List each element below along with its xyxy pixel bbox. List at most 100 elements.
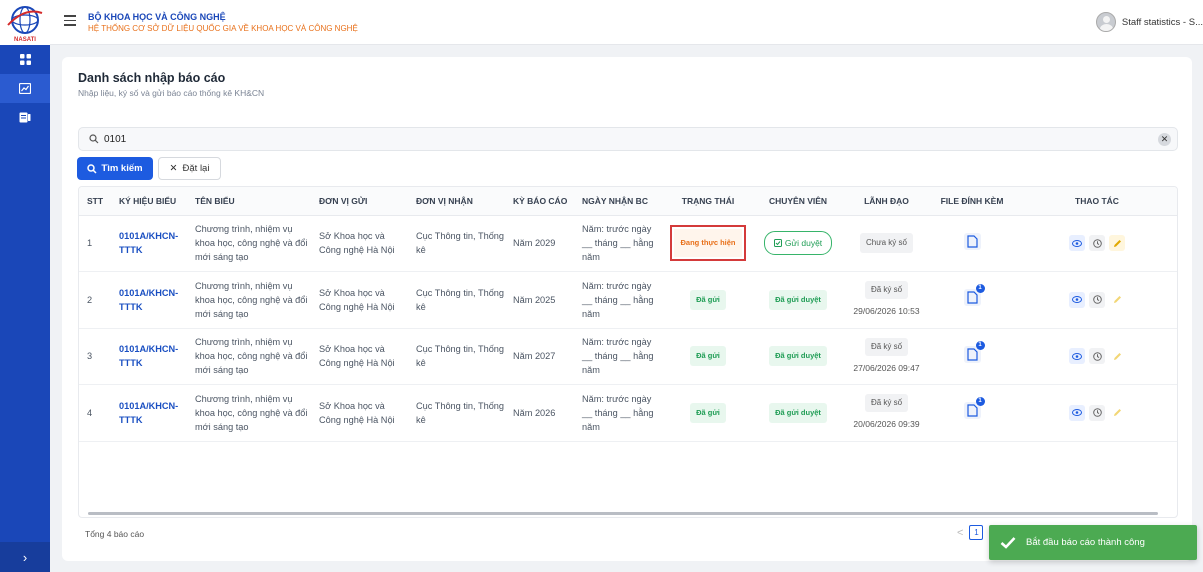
close-icon: ✕ [169,163,178,174]
sidebar-item-documents[interactable] [0,103,50,132]
scrollbar-thumb[interactable] [88,512,1158,515]
pagination: < 1 [957,525,984,540]
org-title: BỘ KHOA HỌC VÀ CÔNG NGHỆ [88,12,226,22]
menu-toggle-button[interactable] [64,15,76,26]
status-badge: Đã gửi [690,346,726,367]
specialist-status-badge: Đã gửi duyệt [769,402,827,423]
clear-search-button[interactable]: ✕ [1158,133,1171,146]
reports-table: STT KÝ HIỆU BIỂU TÊN BIỂU ĐƠN VỊ GỬI ĐƠN… [78,186,1178,518]
submit-approval-button[interactable]: Gửi duyệt [763,231,833,256]
status-badge: Đang thực hiện [670,225,746,262]
attachment-button[interactable] [963,232,981,250]
report-icon [19,112,31,123]
status-badge: Đã gửi [690,289,726,310]
attachment-button[interactable]: 1 [963,340,985,363]
logo[interactable]: NASATI [0,0,50,45]
clock-icon [1092,295,1102,305]
col-status: TRẠNG THÁI [664,187,752,216]
page-1-button[interactable]: 1 [969,525,984,540]
col-stt: STT [79,187,111,216]
cell-code-link[interactable]: 0101A/KHCN-TTTK [111,215,187,272]
edit-button[interactable] [1109,292,1125,308]
eye-icon [1072,352,1082,360]
cell-code-link[interactable]: 0101A/KHCN-TTTK [111,384,187,442]
view-button[interactable] [1069,348,1085,365]
pencil-icon [1113,352,1121,360]
clock-icon [1092,238,1102,248]
search-icon [89,134,99,144]
page-title: Danh sách nhập báo cáo [78,71,226,85]
clock-icon [1092,408,1102,418]
cell-name: Chương trình, nhiệm vụ khoa học, công ng… [187,384,311,442]
status-badge: Đã gửi [690,402,726,423]
sidebar-expand-button[interactable]: › [0,542,50,572]
cell-name: Chương trình, nhiệm vụ khoa học, công ng… [187,328,311,385]
cell-period: Năm 2025 [505,271,574,329]
pencil-icon [1113,409,1121,417]
eye-icon [1072,296,1082,304]
hamburger-icon [64,15,76,17]
prev-page-button[interactable]: < [957,526,964,539]
table-row: 2 0101A/KHCN-TTTK Chương trình, nhiệm vụ… [79,271,1177,329]
file-icon [966,404,978,417]
search-input[interactable] [104,131,1004,148]
cell-received: Năm: trước ngày __ tháng __ hằng năm [574,271,664,329]
cell-code-link[interactable]: 0101A/KHCN-TTTK [111,271,187,329]
reset-button-label: Đặt lại [182,163,210,174]
cell-sender: Sở Khoa học và Công nghệ Hà Nội [311,328,408,385]
chart-icon [19,83,31,94]
history-button[interactable] [1089,235,1105,252]
sidebar-item-dashboard[interactable] [0,45,50,74]
cell-received: Năm: trước ngày __ tháng __ hằng năm [574,215,664,272]
cell-stt: 3 [79,328,111,385]
table-header-row: STT KÝ HIỆU BIỂU TÊN BIỂU ĐƠN VỊ GỬI ĐƠN… [79,187,1177,216]
col-leader: LÃNH ĐẠO [844,187,929,216]
cell-receiver: Cục Thông tin, Thống kê [408,215,505,272]
leader-sign-status: Đã ký số [864,337,909,356]
col-code: KÝ HIỆU BIỂU [111,187,187,216]
table-row: 3 0101A/KHCN-TTTK Chương trình, nhiệm vụ… [79,328,1177,385]
view-button[interactable] [1069,404,1085,421]
cell-code-link[interactable]: 0101A/KHCN-TTTK [111,328,187,385]
avatar [1095,12,1116,32]
cell-period: Năm 2029 [505,215,574,272]
col-name: TÊN BIỂU [187,187,311,216]
clock-icon [1092,351,1102,361]
col-actions: THAO TÁC [1015,187,1177,216]
logo-text: NASATI [14,37,36,43]
attachment-count-badge: 1 [975,284,985,294]
history-button[interactable] [1089,291,1105,308]
reset-button[interactable]: ✕ Đặt lại [158,157,221,180]
sign-date: 29/06/2026 10:53 [853,306,920,317]
chevron-right-icon: › [22,549,28,565]
view-button[interactable] [1069,235,1085,252]
cell-receiver: Cục Thông tin, Thống kê [408,384,505,442]
edit-button[interactable] [1109,235,1125,252]
cell-stt: 1 [79,215,111,272]
cell-sender: Sở Khoa học và Công nghệ Hà Nội [311,384,408,442]
search-icon [87,163,97,174]
history-button[interactable] [1089,348,1105,365]
submit-approval-label: Gửi duyệt [784,238,823,249]
search-button[interactable]: Tìm kiếm [77,157,153,180]
col-sender: ĐƠN VỊ GỬI [311,187,408,216]
eye-icon [1072,409,1082,417]
edit-button[interactable] [1109,348,1125,364]
attachment-button[interactable]: 1 [963,397,985,420]
cell-name: Chương trình, nhiệm vụ khoa học, công ng… [187,215,311,272]
cell-received: Năm: trước ngày __ tháng __ hằng năm [574,328,664,385]
edit-button[interactable] [1109,405,1125,421]
horizontal-scrollbar[interactable] [78,511,1178,516]
user-menu[interactable]: Staff statistics - S... [1095,12,1203,32]
sidebar-item-reports[interactable] [0,74,50,103]
sidebar: NASATI › [0,0,50,572]
cell-receiver: Cục Thông tin, Thống kê [408,271,505,329]
history-button[interactable] [1089,404,1105,421]
file-icon [966,291,978,304]
cell-period: Năm 2026 [505,384,574,442]
attachment-button[interactable]: 1 [963,284,985,307]
view-button[interactable] [1069,291,1085,308]
eye-icon [1072,239,1082,247]
table-row: 1 0101A/KHCN-TTTK Chương trình, nhiệm vụ… [79,215,1177,272]
page-subtitle: Nhập liệu, ký số và gửi báo cáo thống kê… [78,88,265,98]
